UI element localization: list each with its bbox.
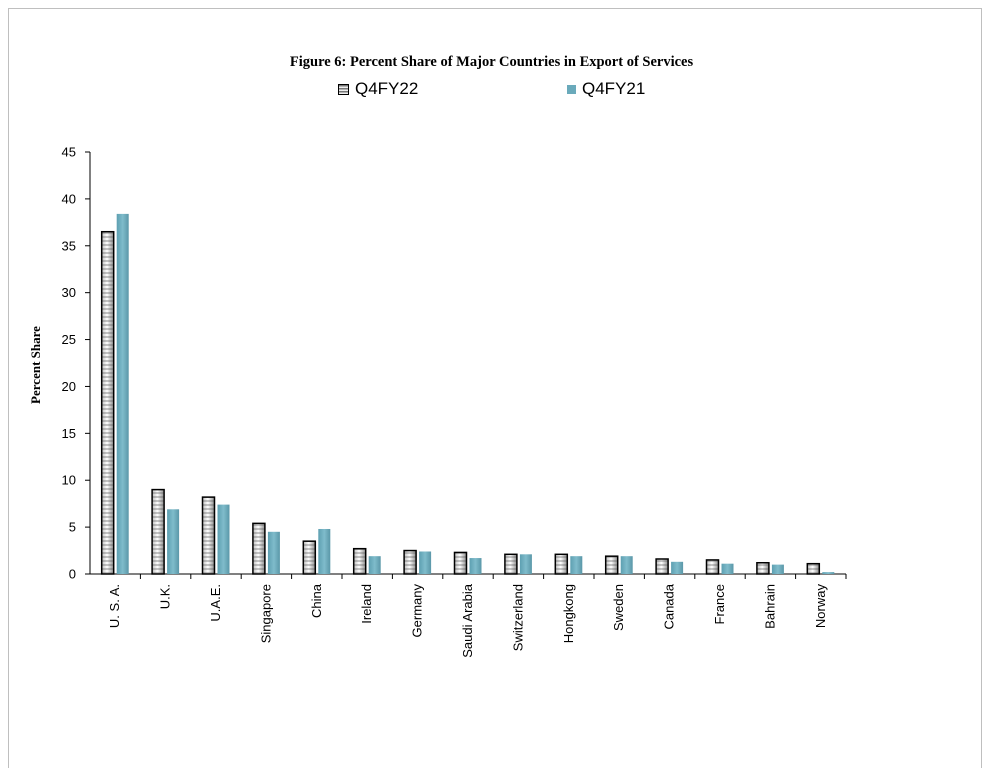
y-tick-label: 20 — [62, 379, 76, 394]
chart-frame — [8, 8, 982, 768]
bars — [100, 213, 835, 575]
bar-q4fy22-outline — [100, 230, 115, 575]
x-tick-label: Germany — [410, 584, 425, 638]
legend-label-series-1: Q4FY22 — [355, 79, 419, 98]
bar-q4fy22-outline — [756, 561, 770, 575]
bar-q4fy21 — [116, 213, 129, 575]
x-tick-label: Sweden — [611, 584, 626, 631]
bar-q4fy22-outline — [655, 558, 669, 575]
axes — [85, 151, 847, 579]
bar-q4fy22-outline — [352, 547, 367, 575]
bar-q4fy22-outline — [403, 549, 417, 575]
y-tick-label: 25 — [62, 332, 76, 347]
x-tick-label: Singapore — [258, 584, 273, 643]
bar-q4fy21 — [671, 561, 684, 574]
bar-q4fy22-outline — [252, 522, 266, 575]
bar-q4fy21 — [822, 572, 835, 574]
bar-q4fy21 — [771, 564, 784, 574]
x-tick-label: Ireland — [359, 584, 374, 624]
bar-q4fy21 — [620, 556, 633, 574]
x-tick-label: U.A.E. — [208, 584, 223, 622]
x-tick-label: France — [712, 584, 727, 624]
bar-q4fy22-outline — [504, 553, 518, 575]
bar-q4fy22-outline — [604, 555, 619, 575]
y-tick-label: 10 — [62, 473, 76, 488]
bar-q4fy21 — [419, 551, 432, 574]
bar-q4fy21 — [368, 556, 381, 574]
y-axis-label: Percent Share — [28, 326, 43, 404]
x-tick-label: Norway — [813, 584, 828, 629]
legend: Q4FY22 Q4FY21 — [0, 79, 983, 103]
bar-q4fy22-outline — [201, 496, 216, 575]
x-tick-label: U. S. A. — [107, 584, 122, 628]
x-tick-label: Hongkong — [561, 584, 576, 643]
legend-item-series-2: Q4FY21 — [567, 79, 645, 99]
bar-q4fy21 — [167, 509, 180, 574]
x-tick-label: China — [309, 583, 324, 618]
x-tick-label: Canada — [662, 583, 677, 629]
bar-q4fy22-outline — [806, 562, 821, 575]
x-tick-label: U.K. — [158, 584, 173, 609]
y-tick-label: 45 — [62, 145, 76, 160]
bar-q4fy22-outline — [705, 559, 720, 575]
chart-title: Figure 6: Percent Share of Major Countri… — [289, 54, 694, 70]
y-tick-label: 40 — [62, 191, 76, 206]
legend-label-series-2: Q4FY21 — [582, 79, 646, 98]
y-tick-label: 5 — [69, 520, 76, 535]
x-tick-label: Switzerland — [510, 584, 525, 651]
bar-q4fy22-outline — [453, 551, 468, 575]
y-tick-label: 15 — [62, 426, 76, 441]
bar-q4fy21 — [217, 504, 230, 574]
bar-q4fy21 — [519, 554, 532, 574]
bar-q4fy21 — [721, 563, 734, 574]
legend-swatch-series-1 — [338, 83, 349, 95]
y-tick-label: 0 — [69, 567, 76, 582]
x-tick-label: Saudi Arabia — [460, 583, 475, 657]
legend-item-series-1: Q4FY22 — [338, 79, 418, 99]
x-tick-label: Bahrain — [762, 584, 777, 629]
bar-q4fy22-outline — [554, 553, 569, 575]
bar-q4fy21 — [469, 558, 482, 574]
legend-swatch-series-2 — [567, 84, 576, 94]
bar-q4fy22-outline — [151, 488, 165, 575]
y-tick-label: 35 — [62, 238, 76, 253]
bar-q4fy22-outline — [302, 540, 317, 575]
tick-labels: 0 5 10 15 20 25 30 35 40 45 U. S. A. U.K. U.A.E. Sing… — [62, 145, 828, 658]
bar-q4fy21 — [318, 528, 331, 574]
bar-q4fy21 — [267, 531, 280, 574]
y-tick-label: 30 — [62, 285, 76, 300]
bar-q4fy21 — [570, 556, 583, 574]
